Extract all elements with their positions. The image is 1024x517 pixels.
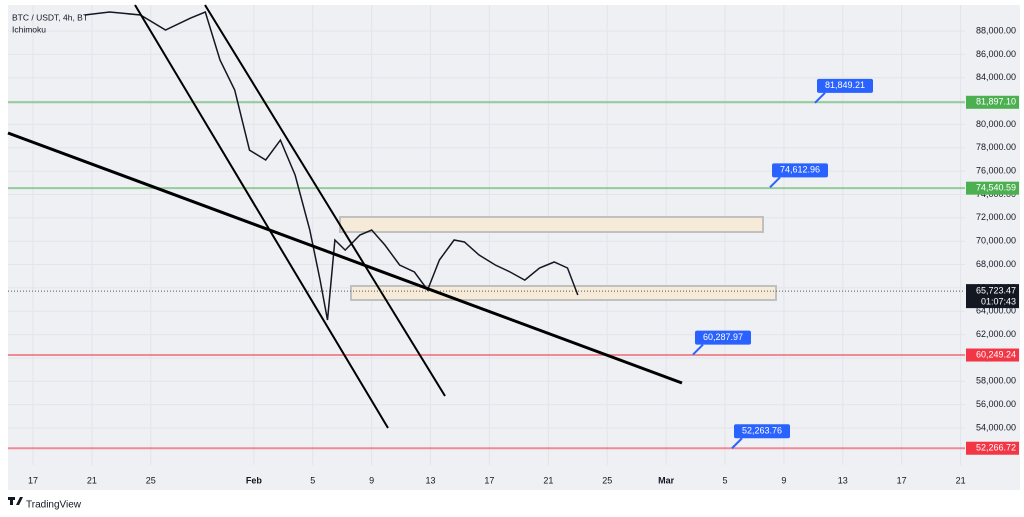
countdown: 01:07:43 [981, 296, 1016, 306]
x-tick-label: Mar [658, 475, 675, 485]
time-axis [8, 465, 1020, 490]
annotation-pointer [814, 92, 826, 104]
price-line [84, 10, 579, 321]
y-tick-label: 56,000.00 [976, 399, 1016, 409]
level-tag-bg [966, 348, 1019, 362]
resistance-zone [339, 216, 764, 233]
x-tick-label: 9 [369, 475, 374, 485]
y-tick-label: 86,000.00 [976, 49, 1016, 59]
annotation-bg [734, 424, 790, 439]
last-price: 65,723.47 [976, 285, 1016, 295]
annotation-pointer [769, 176, 781, 189]
x-tick-label: 5 [723, 475, 728, 485]
y-tick-label: 68,000.00 [976, 259, 1016, 269]
series [84, 10, 579, 321]
y-tick-label: 80,000.00 [976, 119, 1016, 129]
y-tick-label: 76,000.00 [976, 166, 1016, 176]
trendline [204, 4, 446, 397]
x-tick-label: 21 [543, 475, 553, 485]
x-tick-label: Feb [246, 475, 263, 485]
y-tick-label: 84,000.00 [976, 72, 1016, 82]
y-tick-label: 72,000.00 [976, 212, 1016, 222]
y-tick-label: 62,000.00 [976, 329, 1016, 339]
x-tick-label: 17 [484, 475, 494, 485]
chart-title: BTC / USDT, 4h, BT [12, 12, 88, 22]
annotations: 81,849.21 74,612.96 60,287.97 52,263.76 [692, 78, 873, 449]
annotation-label: 74,612.96 [780, 165, 820, 175]
x-tick-label: 17 [28, 475, 38, 485]
annotation-bg [772, 163, 828, 178]
annotation-label: 60,287.97 [703, 332, 743, 342]
y-tick-label: 88,000.00 [976, 25, 1016, 35]
brand: TradingView [26, 500, 82, 511]
indicator-name: Ichimoku [12, 24, 46, 34]
levels [8, 101, 965, 450]
price-axis [965, 5, 1020, 465]
level-tag: 81,897.10 [976, 97, 1016, 107]
annotation-label: 81,849.21 [825, 80, 865, 90]
annotation-bg [817, 78, 873, 93]
level-tag-bg [966, 181, 1019, 195]
level-tag: 60,249.24 [976, 349, 1016, 359]
y-tick-label: 54,000.00 [976, 422, 1016, 432]
annotation-bg [695, 330, 751, 345]
last-price-bg [966, 284, 1019, 309]
plot-area [8, 5, 965, 465]
x-tick-label: 21 [87, 475, 97, 485]
level-tag: 74,540.59 [976, 183, 1016, 193]
x-tick-label: 25 [602, 475, 612, 485]
trendline [134, 4, 389, 429]
x-tick-label: 17 [897, 475, 907, 485]
y-tick-label: 78,000.00 [976, 142, 1016, 152]
level-tag: 52,266.72 [976, 443, 1016, 453]
level-tag-bg [966, 95, 1019, 109]
y-tick-label: 70,000.00 [976, 236, 1016, 246]
trendline [7, 131, 683, 385]
x-tick-label: 5 [310, 475, 315, 485]
x-tick-label: 13 [838, 475, 848, 485]
y-tick-label: 64,000.00 [976, 306, 1016, 316]
x-tick-label: 25 [146, 475, 156, 485]
annotation-pointer [692, 343, 704, 356]
brand-logo [8, 497, 23, 505]
x-tick-label: 9 [781, 475, 786, 485]
axes: 54,000.0056,000.0058,000.0060,000.0062,0… [28, 25, 1019, 485]
y-tick-label: 58,000.00 [976, 376, 1016, 386]
support-zone [350, 285, 777, 301]
x-tick-label: 21 [956, 475, 966, 485]
x-tick-label: 13 [426, 475, 436, 485]
annotation-label: 52,263.76 [742, 426, 782, 436]
level-tag-bg [966, 441, 1019, 455]
annotation-pointer [731, 437, 743, 449]
